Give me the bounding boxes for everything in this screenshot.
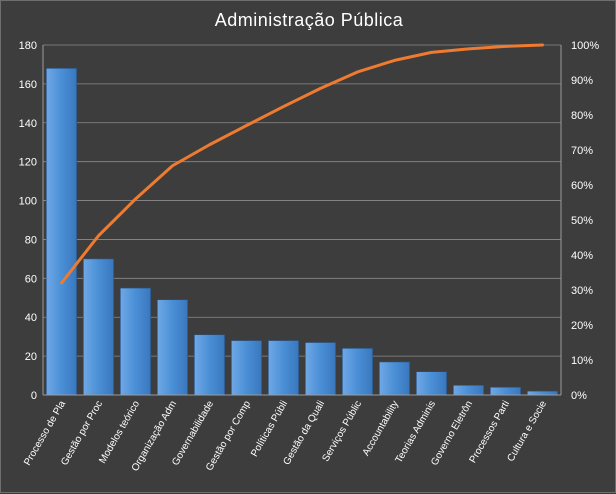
x-tick-label: Processos Parti (468, 399, 513, 465)
y2-tick-label: 30% (571, 285, 593, 297)
x-tick-label: Accountability (361, 399, 401, 458)
bar (120, 288, 150, 395)
chart-title: Administração Pública (215, 10, 404, 30)
y-tick-label: 120 (19, 157, 37, 169)
x-tick-label: Cultura e Socie (505, 399, 549, 464)
y-tick-label: 80 (25, 234, 37, 246)
y-tick-label: 140 (19, 118, 37, 130)
y2-tick-label: 20% (571, 320, 593, 332)
y2-tick-label: 0% (571, 390, 587, 402)
y2-tick-label: 100% (571, 40, 599, 52)
y-tick-label: 20 (25, 351, 37, 363)
bar (416, 372, 446, 395)
y2-tick-label: 60% (571, 180, 593, 192)
bar (342, 348, 372, 395)
y-tick-label: 100 (19, 196, 37, 208)
bar (231, 341, 261, 395)
y2-tick-label: 50% (571, 215, 593, 227)
bars (46, 68, 557, 395)
y-tick-label: 160 (19, 79, 37, 91)
y-tick-label: 0 (31, 390, 37, 402)
x-tick-label: Políticas Públi (249, 399, 290, 459)
axes: 0 20 40 60 80 100 120 140 160 180 0% 10% 20% 30% 40% 50… (19, 40, 600, 473)
bar (157, 300, 187, 395)
cumulative-line-group (61, 45, 542, 283)
bar (83, 259, 113, 395)
y-tick-label: 40 (25, 312, 37, 324)
x-tick-label: Teorias Adminis (394, 399, 439, 465)
bar (527, 391, 557, 395)
bar (268, 341, 298, 395)
cumulative-line (62, 45, 543, 283)
y-tick-label: 60 (25, 273, 37, 285)
y-tick-label: 180 (19, 40, 37, 52)
bar (305, 343, 335, 396)
y2-tick-label: 10% (571, 355, 593, 367)
bar (46, 68, 76, 395)
y2-tick-label: 80% (571, 110, 593, 122)
bar (490, 387, 520, 395)
y2-tick-label: 70% (571, 145, 593, 157)
bar (379, 362, 409, 395)
bar (453, 385, 483, 395)
x-tick-label: Modelos teórico (97, 399, 142, 466)
x-tick-label: Serviços Públic (320, 399, 364, 464)
bar (194, 335, 224, 395)
y2-tick-label: 90% (571, 75, 593, 87)
y2-tick-label: 40% (571, 250, 593, 262)
